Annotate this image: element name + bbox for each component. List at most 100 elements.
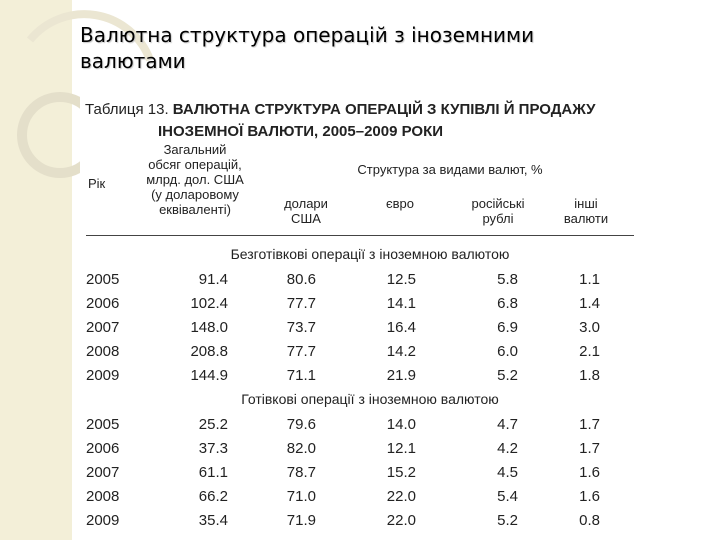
cell-year: 2008 — [86, 343, 120, 360]
header-rub-line: російські — [471, 196, 525, 211]
cell-eur: 16.4 — [386, 319, 416, 336]
table-row: 2005 91.4 80.6 12.5 5.8 1.1 — [80, 271, 640, 295]
cell-eur: 12.1 — [386, 440, 416, 457]
cell-usd: 82.0 — [286, 440, 316, 457]
header-year: Рік — [88, 176, 106, 191]
cell-year: 2006 — [86, 440, 120, 457]
header-rub-line: рублі — [482, 211, 514, 226]
header-usd-line: США — [291, 211, 321, 226]
cell-other: 0.8 — [579, 512, 600, 529]
cell-usd: 77.7 — [286, 295, 316, 312]
cell-usd: 78.7 — [286, 464, 316, 481]
cell-usd: 71.0 — [286, 488, 316, 505]
table-row: 2006 37.3 82.0 12.1 4.2 1.7 — [80, 440, 640, 464]
cell-year: 2006 — [86, 295, 120, 312]
cell-total: 102.4 — [190, 295, 228, 312]
header-other: інші валюти — [556, 196, 616, 226]
currency-structure-table: Таблиця 13. ВАЛЮТНА СТРУКТУРА ОПЕРАЦІЙ З… — [80, 94, 640, 540]
cell-rub: 5.2 — [497, 367, 518, 384]
cell-other: 1.4 — [579, 295, 600, 312]
cell-total: 66.2 — [198, 488, 228, 505]
cell-other: 1.7 — [579, 440, 600, 457]
table-row: 2007 148.0 73.7 16.4 6.9 3.0 — [80, 319, 640, 343]
header-total-line: обсяг операцій, — [148, 157, 242, 172]
cell-year: 2009 — [86, 367, 120, 384]
cell-eur: 14.1 — [386, 295, 416, 312]
section-title-cashless: Безготівкові операції з іноземною валюто… — [230, 246, 510, 262]
cell-other: 3.0 — [579, 319, 600, 336]
slide-title-line: Валютна структура операцій з іноземними — [80, 23, 535, 47]
header-usd-line: долари — [284, 196, 328, 211]
cell-usd: 79.6 — [286, 416, 316, 433]
table-row: 2009 144.9 71.1 21.9 5.2 1.8 — [80, 367, 640, 391]
table-caption-line: ВАЛЮТНА СТРУКТУРА ОПЕРАЦІЙ З КУПІВЛІ Й П… — [172, 101, 596, 118]
cell-other: 1.6 — [579, 488, 600, 505]
cell-eur: 14.0 — [386, 416, 416, 433]
cell-eur: 15.2 — [386, 464, 416, 481]
cell-usd: 71.9 — [286, 512, 316, 529]
cell-usd: 80.6 — [286, 271, 316, 288]
header-total-line: (у доларовому — [151, 187, 239, 202]
cell-total: 35.4 — [198, 512, 228, 529]
header-other-line: інші — [574, 196, 598, 211]
cell-total: 91.4 — [198, 271, 228, 288]
header-total-line: млрд. дол. США — [146, 172, 244, 187]
cell-other: 1.1 — [579, 271, 600, 288]
header-rub: російські рублі — [456, 196, 540, 226]
cell-total: 208.8 — [190, 343, 228, 360]
header-total-line: еквіваленті) — [159, 202, 231, 217]
cell-rub: 6.0 — [497, 343, 518, 360]
table-caption-line: ІНОЗЕМНОЇ ВАЛЮТИ, 2005–2009 РОКИ — [158, 123, 444, 140]
header-total-line: Загальний — [163, 142, 227, 157]
header-eur: євро — [386, 196, 414, 211]
header-other-line: валюти — [563, 211, 609, 226]
cell-eur: 22.0 — [386, 488, 416, 505]
cell-total: 25.2 — [198, 416, 228, 433]
cell-rub: 6.9 — [497, 319, 518, 336]
cell-usd: 71.1 — [286, 367, 316, 384]
cell-other: 1.7 — [579, 416, 600, 433]
table-row: 2008 208.8 77.7 14.2 6.0 2.1 — [80, 343, 640, 367]
header-usd: долари США — [270, 196, 342, 226]
cell-year: 2005 — [86, 271, 120, 288]
table-row: 2006 102.4 77.7 14.1 6.8 1.4 — [80, 295, 640, 319]
cell-rub: 4.7 — [497, 416, 518, 433]
cell-rub: 5.2 — [497, 512, 518, 529]
cell-year: 2008 — [86, 488, 120, 505]
cell-eur: 21.9 — [386, 367, 416, 384]
table-row: 2009 35.4 71.9 22.0 5.2 0.8 — [80, 512, 640, 536]
cell-year: 2005 — [86, 416, 120, 433]
cell-eur: 12.5 — [386, 271, 416, 288]
cell-year: 2009 — [86, 512, 120, 529]
table-label: Таблиця 13. — [85, 101, 169, 118]
cell-year: 2007 — [86, 464, 120, 481]
cell-rub: 4.2 — [497, 440, 518, 457]
cell-rub: 4.5 — [497, 464, 518, 481]
table-row: 2008 66.2 71.0 22.0 5.4 1.6 — [80, 488, 640, 512]
slide-title-line: валютами — [80, 49, 186, 73]
header-structure: Структура за видами валют, % — [357, 162, 543, 177]
cell-year: 2007 — [86, 319, 120, 336]
cell-usd: 77.7 — [286, 343, 316, 360]
cell-rub: 6.8 — [497, 295, 518, 312]
cell-rub: 5.8 — [497, 271, 518, 288]
cell-usd: 73.7 — [286, 319, 316, 336]
cell-other: 1.8 — [579, 367, 600, 384]
cell-other: 2.1 — [579, 343, 600, 360]
cell-eur: 22.0 — [386, 512, 416, 529]
table-caption: Таблиця 13. ВАЛЮТНА СТРУКТУРА ОПЕРАЦІЙ З… — [85, 100, 596, 119]
slide-title: Валютна структура операцій з іноземними … — [80, 22, 680, 74]
section-title-cash: Готівкові операції з іноземною валютою — [241, 391, 499, 407]
cell-rub: 5.4 — [497, 488, 518, 505]
cell-other: 1.6 — [579, 464, 600, 481]
header-total: Загальний обсяг операцій, млрд. дол. США… — [132, 142, 258, 217]
header-rule — [86, 235, 634, 236]
table-row: 2005 25.2 79.6 14.0 4.7 1.7 — [80, 416, 640, 440]
cell-total: 37.3 — [198, 440, 228, 457]
cell-total: 61.1 — [198, 464, 228, 481]
table-row: 2007 61.1 78.7 15.2 4.5 1.6 — [80, 464, 640, 488]
left-decor-band — [0, 0, 72, 540]
cell-total: 148.0 — [190, 319, 228, 336]
cell-eur: 14.2 — [386, 343, 416, 360]
cell-total: 144.9 — [190, 367, 228, 384]
